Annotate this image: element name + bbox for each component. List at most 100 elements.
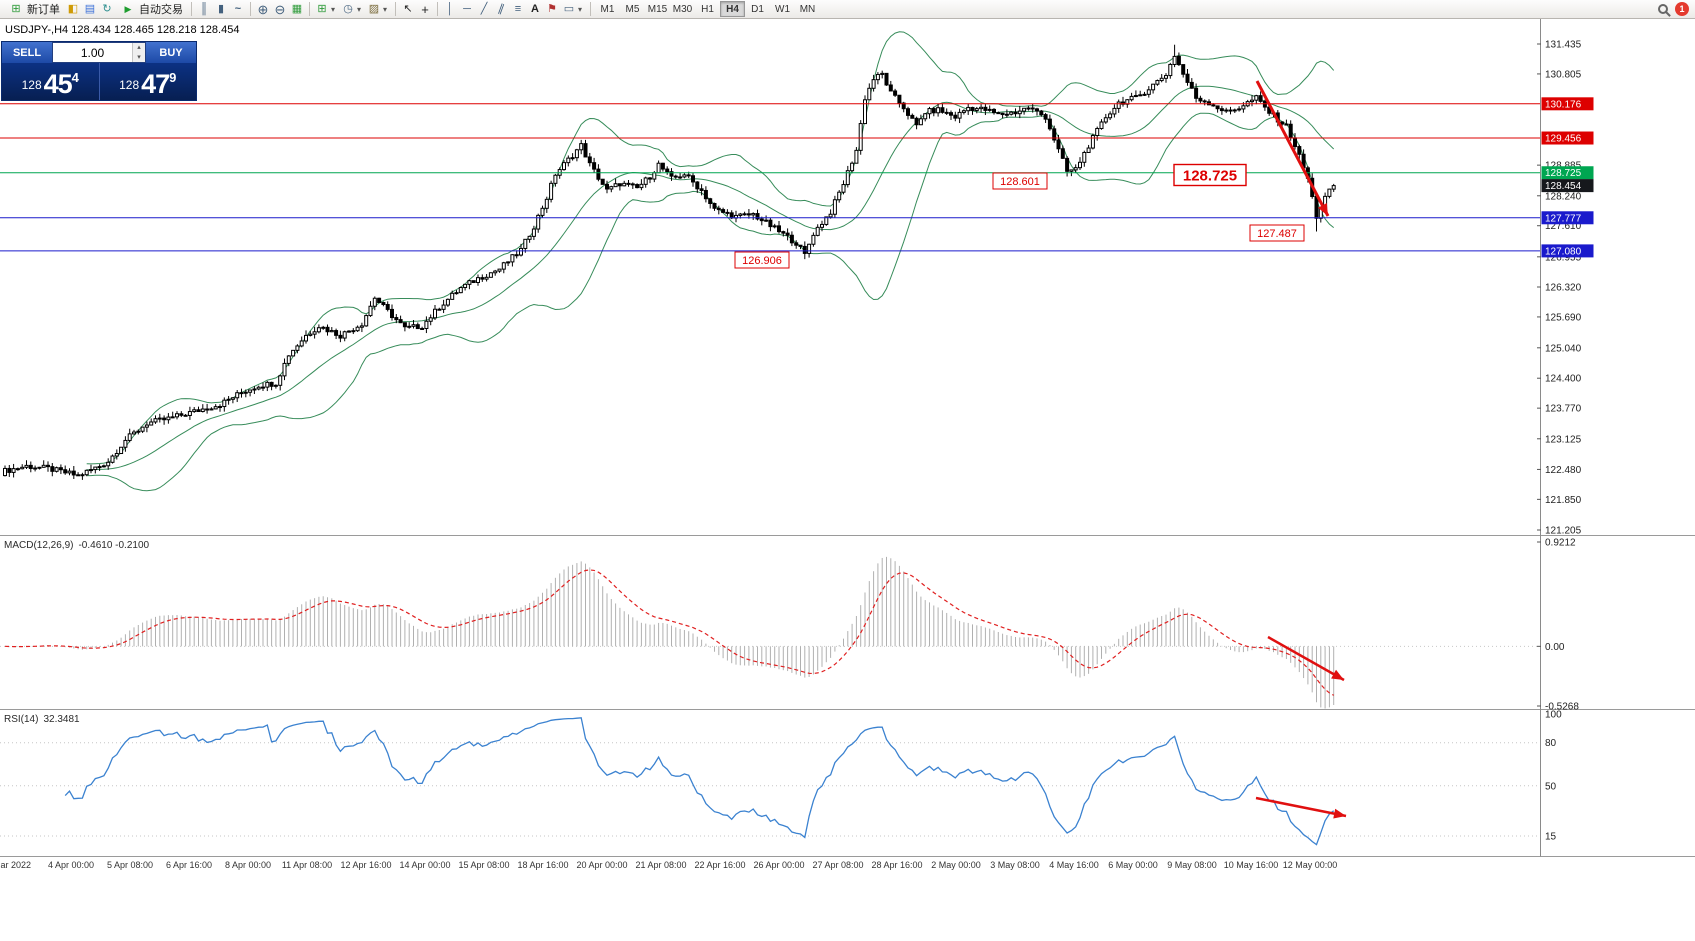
toolbar-separator: [437, 2, 438, 16]
buy-button[interactable]: BUY: [146, 42, 196, 63]
chart-ohlc-header: USDJPY-,H4 128.434 128.465 128.218 128.4…: [5, 24, 240, 36]
svg-text:4 Apr 00:00: 4 Apr 00:00: [48, 860, 94, 870]
trendline-icon[interactable]: ╱: [480, 2, 488, 15]
text-icon[interactable]: A: [531, 2, 539, 15]
svg-text:-0.5268: -0.5268: [1545, 702, 1579, 713]
timeframe-h1[interactable]: H1: [695, 1, 720, 17]
svg-text:14 Apr 00:00: 14 Apr 00:00: [399, 860, 450, 870]
rsi-label: RSI(14) 32.3481: [4, 714, 80, 725]
svg-text:9 May 08:00: 9 May 08:00: [1167, 860, 1217, 870]
shapes-dropdown-icon[interactable]: ▾: [578, 4, 583, 14]
volume-stepper: ▴ ▾: [131, 43, 145, 63]
sell-price-big: 45: [43, 69, 73, 99]
timeframe-m5[interactable]: M5: [620, 1, 645, 17]
periods-icon[interactable]: ◷: [343, 2, 353, 15]
svg-text:5 Apr 08:00: 5 Apr 08:00: [107, 860, 153, 870]
periods-dropdown-icon[interactable]: ▾: [357, 4, 362, 14]
rsi-value: 32.3481: [43, 714, 80, 725]
one-click-trade-panel: SELL ▴ ▾ BUY 128 45 4 128 47 9: [1, 41, 197, 101]
toolbar-separator: [250, 2, 251, 16]
svg-text:131.435: 131.435: [1545, 40, 1582, 51]
indicators-dropdown-icon[interactable]: ▾: [331, 4, 336, 14]
svg-text:15: 15: [1545, 832, 1557, 843]
arrow-label-icon[interactable]: ⚑: [547, 2, 557, 15]
svg-text:130.805: 130.805: [1545, 69, 1582, 80]
svg-text:8 Apr 00:00: 8 Apr 00:00: [225, 860, 271, 870]
bar-chart-icon[interactable]: ║: [200, 2, 208, 15]
svg-text:127.080: 127.080: [1545, 246, 1582, 257]
svg-text:6 May 00:00: 6 May 00:00: [1108, 860, 1158, 870]
crosshair-icon[interactable]: +: [421, 1, 429, 17]
volume-up-button[interactable]: ▴: [133, 43, 145, 53]
timeframe-m30[interactable]: M30: [670, 1, 695, 17]
svg-text:20 Apr 00:00: 20 Apr 00:00: [576, 860, 627, 870]
cursor-icon[interactable]: ↖: [403, 2, 413, 15]
refresh-icon[interactable]: ↻: [102, 2, 112, 15]
autotrading-label: 自动交易: [139, 4, 183, 16]
timeframe-w1[interactable]: W1: [770, 1, 795, 17]
sell-price[interactable]: 128 45 4: [2, 63, 100, 100]
svg-text:123.770: 123.770: [1545, 404, 1582, 415]
svg-text:12 Apr 16:00: 12 Apr 16:00: [340, 860, 391, 870]
price-lines[interactable]: [0, 103, 1540, 252]
timeframe-h4[interactable]: H4: [720, 1, 745, 17]
autotrading-button[interactable]: ▶ 自动交易: [116, 1, 187, 18]
svg-text:124.400: 124.400: [1545, 374, 1582, 385]
svg-text:127.610: 127.610: [1545, 221, 1582, 232]
time-axis: Mar 2022 4 Apr 00:00 5 Apr 08:00 6 Apr 16:0…: [0, 860, 1337, 870]
svg-text:128.240: 128.240: [1545, 191, 1582, 202]
tile-windows-icon[interactable]: ▦: [291, 2, 303, 15]
timeframe-group: M1 M5 M15 M30 H1 H4 D1 W1 MN: [595, 1, 820, 17]
rsi-panel: [0, 717, 1540, 846]
notification-badge[interactable]: 1: [1675, 2, 1689, 16]
macd-values: -0.4610 -0.2100: [78, 540, 150, 551]
svg-text:126.906: 126.906: [742, 255, 782, 267]
svg-text:28 Apr 16:00: 28 Apr 16:00: [871, 860, 922, 870]
timeframe-mn[interactable]: MN: [795, 1, 820, 17]
svg-text:50: 50: [1545, 781, 1557, 792]
timeframe-d1[interactable]: D1: [745, 1, 770, 17]
line-chart-icon[interactable]: ~: [234, 2, 242, 15]
svg-text:123.125: 123.125: [1545, 434, 1582, 445]
svg-text:21 Apr 08:00: 21 Apr 08:00: [635, 860, 686, 870]
new-order-button[interactable]: ⊞ 新订单: [4, 1, 64, 18]
svg-text:4 May 16:00: 4 May 16:00: [1049, 860, 1099, 870]
buy-price[interactable]: 128 47 9: [100, 63, 197, 100]
timeframe-m1[interactable]: M1: [595, 1, 620, 17]
toolbar: ⊞ 新订单 ◧ ▤ ↻ ▶ 自动交易 ║ ▮ ~ ⊕ ⊖ ▦ ⊞ ▾ ◷ ▾ ▨…: [0, 0, 1695, 19]
macd-panel: [0, 556, 1540, 709]
data-window-icon[interactable]: ▤: [84, 2, 96, 15]
svg-text:22 Apr 16:00: 22 Apr 16:00: [694, 860, 745, 870]
zoom-in-icon[interactable]: ⊕: [257, 1, 269, 17]
price-annotations[interactable]: 126.906 128.601 128.725 127.487: [734, 163, 1305, 269]
svg-text:125.040: 125.040: [1545, 343, 1582, 354]
market-watch-icon[interactable]: ◧: [67, 2, 79, 15]
svg-text:126.955: 126.955: [1545, 252, 1582, 263]
shapes-icon[interactable]: ▭: [563, 2, 575, 15]
svg-text:127.487: 127.487: [1257, 228, 1297, 240]
fibonacci-icon[interactable]: ≡: [514, 2, 522, 15]
zoom-out-icon[interactable]: ⊖: [274, 1, 286, 17]
volume-down-button[interactable]: ▾: [133, 53, 145, 63]
svg-text:129.456: 129.456: [1545, 134, 1582, 145]
svg-text:0.00: 0.00: [1545, 642, 1565, 653]
svg-text:3 May 08:00: 3 May 08:00: [990, 860, 1040, 870]
trend-arrows[interactable]: [1255, 80, 1347, 819]
main-price-panel: [3, 31, 1336, 492]
template-icon[interactable]: ▨: [368, 2, 380, 15]
sell-price-prefix: 128: [21, 78, 42, 92]
candles: [3, 44, 1336, 480]
svg-text:100: 100: [1545, 710, 1562, 721]
vertical-line-icon[interactable]: │: [446, 2, 454, 15]
search-icon[interactable]: [1658, 4, 1668, 14]
candlestick-chart-icon[interactable]: ▮: [217, 2, 225, 15]
toolbar-separator: [395, 2, 396, 16]
horizontal-line-icon[interactable]: ─: [463, 2, 471, 15]
sell-button[interactable]: SELL: [2, 42, 52, 63]
template-dropdown-icon[interactable]: ▾: [383, 4, 388, 14]
channel-icon[interactable]: ∥: [496, 1, 506, 16]
indicators-icon[interactable]: ⊞: [317, 2, 327, 15]
volume-input[interactable]: [53, 43, 132, 62]
timeframe-m15[interactable]: M15: [645, 1, 670, 17]
